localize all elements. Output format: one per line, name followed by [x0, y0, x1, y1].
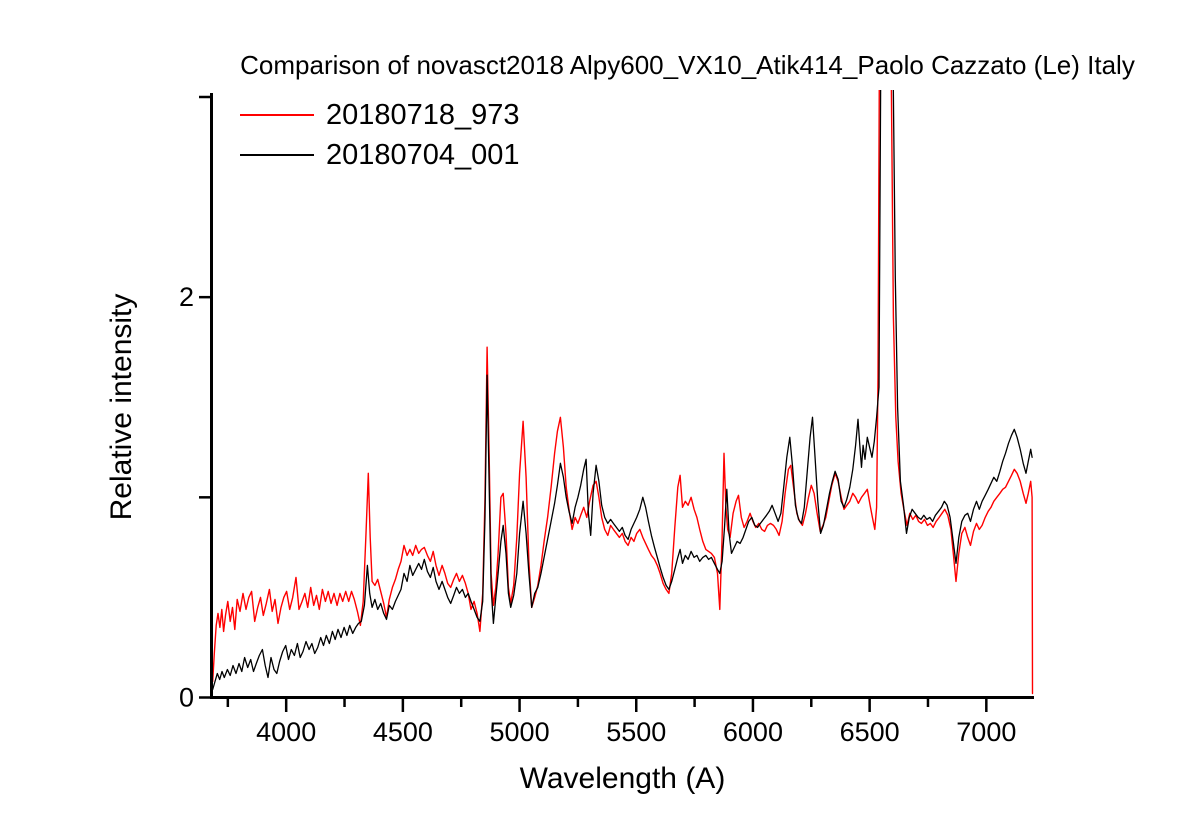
x-axis-title: Wavelength (A) [519, 762, 726, 795]
axis-ticks [199, 95, 988, 712]
axis-tick-labels: 4000 4500 5000 5500 6000 6500 7000 0 2 [179, 282, 1016, 747]
x-tick-label: 4000 [256, 717, 316, 747]
spectrum-line-20180718_973 [213, 90, 1034, 695]
legend-item-20180718: 20180718_973 [240, 95, 520, 135]
legend-label-black-series: 20180704_001 [326, 138, 520, 171]
spectrum-line-20180704_001 [213, 90, 1033, 691]
legend: 20180718_973 20180704_001 [240, 95, 520, 175]
axis-lines [210, 93, 1034, 699]
spectra-curves [213, 90, 1034, 695]
black-line-swatch [240, 154, 314, 156]
legend-label-red-series: 20180718_973 [326, 98, 520, 131]
chart-title: Comparison of novasct2018 Alpy600_VX10_A… [240, 50, 1135, 80]
y-tick-label: 0 [179, 683, 194, 713]
red-line-swatch [240, 114, 314, 116]
x-tick-label: 5500 [606, 717, 666, 747]
x-tick-label: 5000 [490, 717, 550, 747]
x-tick-label: 4500 [373, 717, 433, 747]
legend-item-20180704: 20180704_001 [240, 135, 520, 175]
y-tick-label: 2 [179, 282, 194, 312]
x-tick-label: 7000 [956, 717, 1016, 747]
x-tick-label: 6500 [840, 717, 900, 747]
x-tick-label: 6000 [723, 717, 783, 747]
